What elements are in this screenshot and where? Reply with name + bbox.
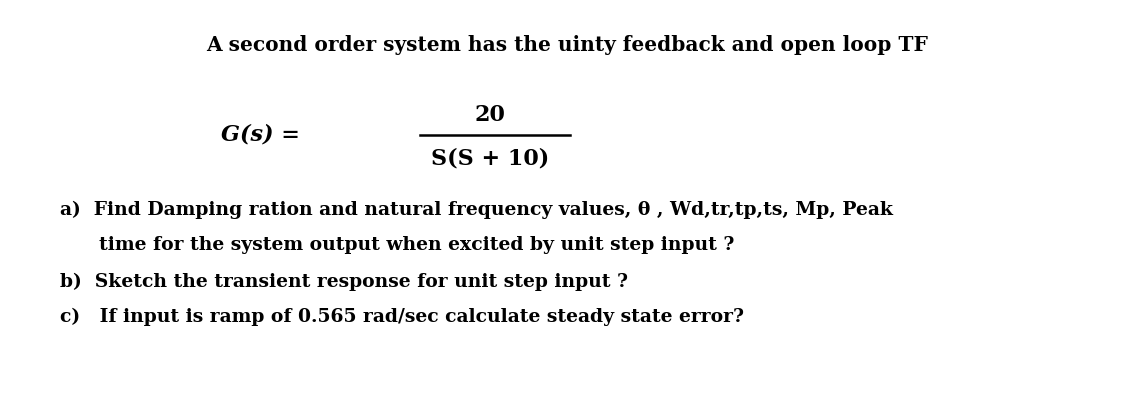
Text: a)  Find Damping ration and natural frequency values, θ , Wd,tr,tp,ts, Mp, Peak: a) Find Damping ration and natural frequ…: [60, 201, 892, 219]
Text: 20: 20: [474, 104, 506, 126]
Text: c)   If input is ramp of 0.565 rad/sec calculate steady state error?: c) If input is ramp of 0.565 rad/sec cal…: [60, 308, 744, 326]
Text: G(s) =: G(s) =: [221, 124, 301, 146]
Text: A second order system has the uinty feedback and open loop TF: A second order system has the uinty feed…: [206, 35, 928, 55]
Text: S(S + 10): S(S + 10): [431, 147, 549, 169]
Text: b)  Sketch the transient response for unit step input ?: b) Sketch the transient response for uni…: [60, 273, 628, 291]
Text: time for the system output when excited by unit step input ?: time for the system output when excited …: [60, 236, 735, 254]
